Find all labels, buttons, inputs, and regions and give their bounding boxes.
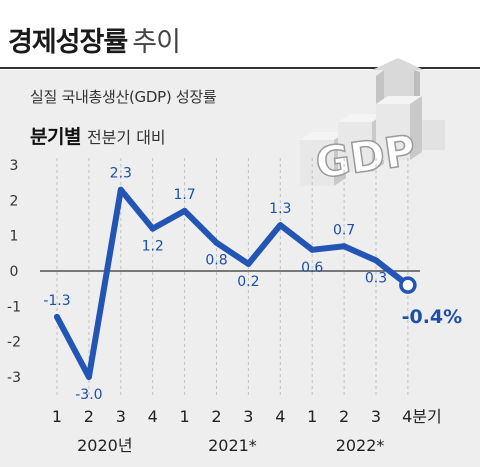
last-value-label: -0.4% xyxy=(402,306,463,328)
chart-subtitle: 실질 국내총생산(GDP) 성장률 xyxy=(30,88,217,106)
title-divider xyxy=(0,67,480,69)
x-category-label: 1 xyxy=(307,407,317,426)
x-category-label: 2 xyxy=(211,407,221,426)
value-label: 1.3 xyxy=(269,201,291,217)
value-label: 0.3 xyxy=(365,270,387,286)
x-year-label: 2021* xyxy=(208,436,257,455)
title-sub: 추이 xyxy=(132,27,181,58)
value-label: 0.6 xyxy=(301,260,323,276)
data-point xyxy=(85,374,92,380)
x-category-label: 4 xyxy=(148,407,158,426)
y-tick-label: 2 xyxy=(10,193,19,209)
x-category-label: 1 xyxy=(52,407,62,426)
x-category-label: 1 xyxy=(180,407,190,426)
value-label: 1.7 xyxy=(173,187,195,203)
value-label: 0.2 xyxy=(237,274,259,290)
data-point xyxy=(149,225,156,232)
basis-bold: 분기별 xyxy=(30,126,81,148)
x-axis-years: 2020년 2021* 2022* xyxy=(77,436,384,455)
x-year-label: 2020년 xyxy=(77,436,132,455)
data-point xyxy=(245,260,252,267)
x-category-label: 2 xyxy=(84,407,94,426)
x-category-label: 3 xyxy=(116,407,126,426)
vertical-grid xyxy=(56,158,409,398)
data-point xyxy=(277,222,284,229)
y-tick-label: 3 xyxy=(10,158,19,174)
growth-series-line xyxy=(54,186,411,380)
title-main: 경제성장률 xyxy=(8,27,128,58)
value-label: -3.0 xyxy=(75,387,102,403)
value-label: 0.7 xyxy=(333,222,355,238)
value-label: 0.8 xyxy=(205,253,227,269)
data-point xyxy=(213,239,220,246)
y-tick-label: -1 xyxy=(7,299,21,315)
value-label: 2.3 xyxy=(110,166,132,182)
y-axis: 3 2 1 0 -1 -2 -3 xyxy=(7,158,21,386)
chart-title: 경제성장률 추이 xyxy=(8,20,181,59)
last-point-marker xyxy=(399,276,417,294)
x-year-label: 2022* xyxy=(336,436,385,455)
gdp-3d-arrow-icon: GDP xyxy=(300,58,445,189)
y-tick-label: -2 xyxy=(7,335,21,351)
basis-label: 분기별 전분기 대비 xyxy=(30,122,166,149)
value-label: 1.2 xyxy=(142,239,164,255)
series-points xyxy=(54,186,417,380)
y-tick-label: 0 xyxy=(10,264,19,280)
data-point xyxy=(309,246,316,253)
x-category-label: 3 xyxy=(243,407,253,426)
value-label: -1.3 xyxy=(43,293,70,309)
data-point xyxy=(181,207,188,214)
y-tick-label: -3 xyxy=(7,370,21,386)
x-category-label: 4 xyxy=(275,407,285,426)
x-category-label: 2 xyxy=(339,407,349,426)
data-point xyxy=(373,257,379,264)
x-category-label: 4분기 xyxy=(402,407,442,426)
data-point xyxy=(117,186,124,193)
data-point xyxy=(54,313,60,320)
value-labels: -1.3 -3.0 2.3 1.2 1.7 0.8 0.2 1.3 0.6 0.7 0.3 -0.4% xyxy=(43,166,462,403)
y-tick-label: 1 xyxy=(10,229,19,245)
basis-normal: 전분기 대비 xyxy=(86,128,166,147)
x-category-label: 3 xyxy=(371,407,381,426)
x-axis-categories: 1 2 3 4 1 2 3 4 1 2 3 4분기 xyxy=(52,407,442,426)
data-point xyxy=(341,243,348,250)
